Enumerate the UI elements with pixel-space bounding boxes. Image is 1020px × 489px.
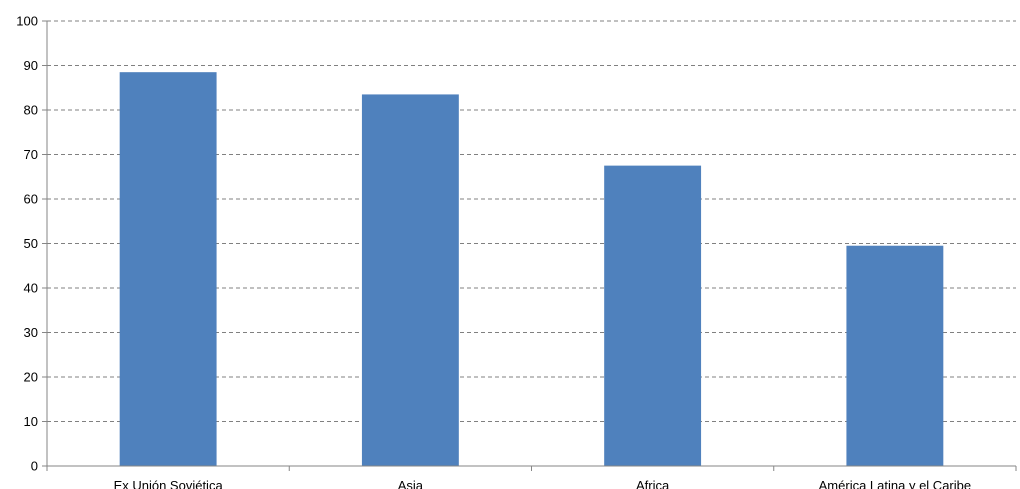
y-tick-label: 50 bbox=[24, 236, 38, 251]
y-tick-label: 40 bbox=[24, 281, 38, 296]
bar bbox=[846, 245, 944, 466]
x-category-label: Asia bbox=[398, 478, 424, 489]
x-category-label: América Latina y el Caribe bbox=[819, 478, 971, 489]
y-tick-label: 10 bbox=[24, 414, 38, 429]
bar bbox=[361, 94, 459, 467]
bar bbox=[604, 165, 702, 466]
y-tick-label: 60 bbox=[24, 192, 38, 207]
y-tick-label: 20 bbox=[24, 370, 38, 385]
y-tick-label: 30 bbox=[24, 325, 38, 340]
y-tick-label: 80 bbox=[24, 103, 38, 118]
y-tick-label: 100 bbox=[16, 14, 38, 29]
bar bbox=[119, 72, 217, 467]
y-tick-label: 70 bbox=[24, 147, 38, 162]
y-tick-label: 0 bbox=[31, 459, 38, 474]
x-category-label: Ex Unión Soviética bbox=[114, 478, 224, 489]
y-tick-label: 90 bbox=[24, 58, 38, 73]
labels: 0 10 20 30 40 50 60 70 80 90 100 Ex Unión Soviética… bbox=[16, 14, 1017, 489]
x-category-label: Africa bbox=[636, 478, 670, 489]
bars bbox=[119, 72, 944, 467]
